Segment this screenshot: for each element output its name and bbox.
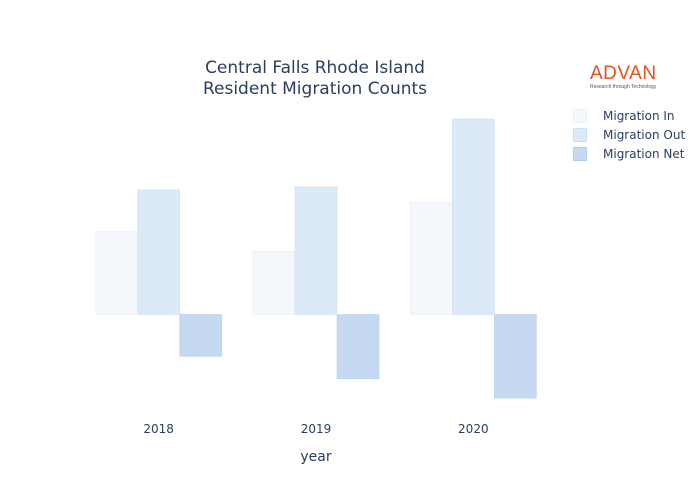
- chart-title-line2: Resident Migration Counts: [202, 79, 428, 99]
- bars: [95, 118, 537, 399]
- legend-item-migration-net[interactable]: Migration Net: [573, 144, 685, 163]
- x-tick-label: 2018: [143, 422, 174, 436]
- x-tick-label: 2020: [458, 422, 489, 436]
- legend-label: Migration In: [603, 108, 675, 123]
- x-axis-label: year: [300, 449, 331, 465]
- logo-tagline: Research through Technology: [590, 84, 657, 90]
- legend-swatch: [573, 127, 587, 142]
- x-tick-label: 2019: [301, 422, 332, 436]
- bar-migration-out-2019[interactable]: [294, 186, 338, 315]
- legend-label: Migration Net: [603, 146, 685, 161]
- bar-migration-in-2019[interactable]: [252, 250, 296, 315]
- bar-migration-net-2018[interactable]: [179, 314, 222, 357]
- x-ticks: 2018 2019 2020: [143, 422, 488, 436]
- legend-swatch: [573, 108, 587, 123]
- chart-title-line1: Central Falls Rhode Island: [205, 58, 425, 78]
- legend-label: Migration Out: [603, 127, 686, 142]
- legend-item-migration-out[interactable]: Migration Out: [573, 125, 685, 144]
- bar-migration-in-2018[interactable]: [95, 231, 138, 315]
- advan-logo: ADVAN Research through Technology: [590, 63, 680, 91]
- bar-migration-out-2020[interactable]: [452, 118, 495, 315]
- bar-migration-net-2019[interactable]: [336, 314, 380, 379]
- bar-migration-out-2018[interactable]: [137, 189, 180, 315]
- legend: Migration In Migration Out Migration Net: [573, 106, 685, 163]
- legend-item-migration-in[interactable]: Migration In: [573, 106, 685, 125]
- chart-title: Central Falls Rhode Island Resident Migr…: [150, 58, 480, 100]
- legend-swatch: [573, 146, 587, 161]
- bar-migration-in-2020[interactable]: [410, 202, 453, 315]
- logo-wordmark: ADVAN: [590, 63, 657, 84]
- bar-migration-net-2020[interactable]: [494, 314, 537, 399]
